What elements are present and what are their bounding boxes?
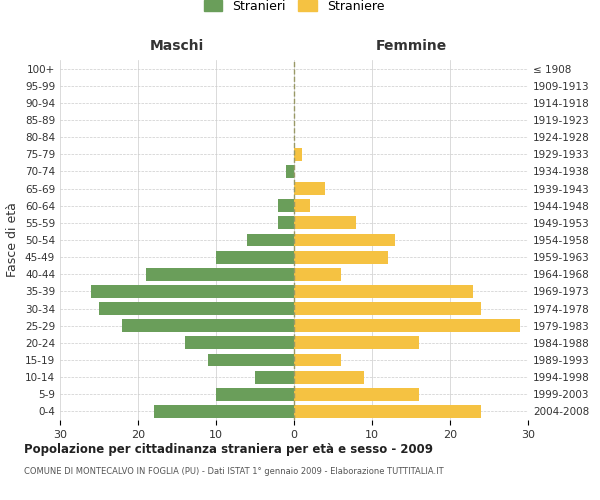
Bar [294, 216, 356, 230]
Text: Popolazione per cittadinanza straniera per età e sesso - 2009: Popolazione per cittadinanza straniera p… [24, 442, 433, 456]
Bar [216, 250, 294, 264]
Bar [91, 285, 294, 298]
Bar [294, 234, 395, 246]
Bar [154, 405, 294, 418]
Bar [294, 268, 341, 280]
Bar [247, 234, 294, 246]
Bar [294, 200, 310, 212]
Text: Femmine: Femmine [376, 39, 446, 53]
Bar [208, 354, 294, 366]
Legend: Stranieri, Straniere: Stranieri, Straniere [199, 0, 389, 18]
Bar [286, 165, 294, 178]
Bar [294, 320, 520, 332]
Bar [294, 354, 341, 366]
Bar [294, 336, 419, 349]
Bar [278, 216, 294, 230]
Bar [294, 148, 302, 160]
Text: Maschi: Maschi [150, 39, 204, 53]
Bar [294, 302, 481, 315]
Bar [216, 388, 294, 400]
Bar [294, 388, 419, 400]
Text: COMUNE DI MONTECALVO IN FOGLIA (PU) - Dati ISTAT 1° gennaio 2009 - Elaborazione : COMUNE DI MONTECALVO IN FOGLIA (PU) - Da… [24, 468, 443, 476]
Bar [294, 285, 473, 298]
Bar [294, 250, 388, 264]
Bar [255, 370, 294, 384]
Bar [185, 336, 294, 349]
Bar [278, 200, 294, 212]
Y-axis label: Anni di nascita: Anni di nascita [598, 194, 600, 286]
Bar [294, 182, 325, 195]
Bar [146, 268, 294, 280]
Bar [294, 405, 481, 418]
Bar [122, 320, 294, 332]
Y-axis label: Fasce di età: Fasce di età [7, 202, 19, 278]
Bar [294, 370, 364, 384]
Bar [99, 302, 294, 315]
